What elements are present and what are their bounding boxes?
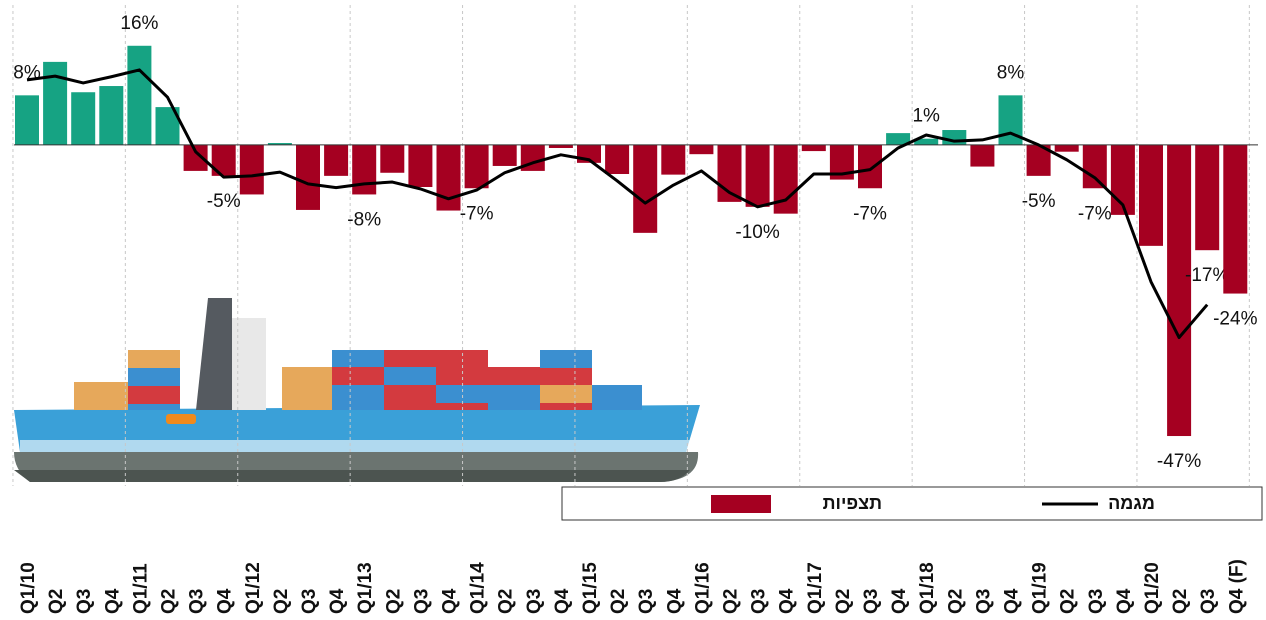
x-tick-label: Q4 xyxy=(440,588,461,614)
x-tick-label: Q3 xyxy=(636,589,657,614)
x-tick-label: Q4 xyxy=(889,588,910,614)
x-tick-label: Q1/16 xyxy=(692,562,713,614)
x-tick-label: Q1/18 xyxy=(917,562,938,614)
legend-label: מגמה xyxy=(1108,493,1155,513)
x-tick-label: Q2 xyxy=(608,589,629,614)
bar xyxy=(43,61,68,145)
legend-label: תצפיות xyxy=(823,493,882,513)
x-tick-label: Q3 xyxy=(187,589,208,614)
x-tick-label: Q2 xyxy=(383,589,404,614)
data-label: -47% xyxy=(1157,451,1201,472)
data-label: -24% xyxy=(1213,309,1257,330)
bar xyxy=(1082,144,1107,189)
bar xyxy=(99,86,124,145)
bar xyxy=(380,144,405,173)
x-tick-label: Q1/19 xyxy=(1030,562,1051,614)
x-tick-label: Q3 xyxy=(524,589,545,614)
data-label: -5% xyxy=(1022,191,1056,212)
bar xyxy=(1054,144,1079,152)
data-label: -7% xyxy=(460,203,494,224)
bar xyxy=(352,144,377,195)
bar xyxy=(436,144,461,211)
data-label: -5% xyxy=(207,191,241,212)
x-tick-label: Q3 xyxy=(749,589,770,614)
bar xyxy=(408,144,433,188)
bar xyxy=(267,143,292,145)
x-tick-label: Q4 xyxy=(1002,588,1023,614)
data-label: -8% xyxy=(347,209,381,230)
x-tick-label: Q2 xyxy=(721,589,742,614)
bar xyxy=(858,144,882,189)
data-label: -7% xyxy=(853,203,887,224)
x-tick-label: Q4 (F) xyxy=(1226,559,1247,614)
bar xyxy=(1139,144,1163,246)
x-tick-label: Q3 xyxy=(973,589,994,614)
x-tick-label: Q1/17 xyxy=(805,562,826,614)
legend-swatch xyxy=(711,495,771,513)
bar xyxy=(886,133,911,145)
legend-box xyxy=(561,486,1263,521)
data-label: -7% xyxy=(1078,203,1112,224)
bar xyxy=(15,95,39,145)
x-tick-label: Q3 xyxy=(1086,589,1107,614)
data-label: 1% xyxy=(912,106,940,127)
x-tick-label: Q1/15 xyxy=(580,562,601,614)
bar xyxy=(1167,144,1192,437)
legend: מגמה תצפיות xyxy=(561,486,1263,521)
x-tick-label: Q3 xyxy=(861,589,882,614)
x-tick-label: Q4 xyxy=(777,588,798,614)
x-tick-label: Q4 xyxy=(664,588,685,614)
x-tick-label: Q2 xyxy=(46,589,67,614)
bar xyxy=(633,144,658,233)
bar xyxy=(127,45,152,145)
bar xyxy=(605,144,630,175)
x-tick-label: Q4 xyxy=(552,588,573,614)
x-tick-label: Q1/14 xyxy=(468,562,489,614)
x-tick-label: Q4 xyxy=(327,588,348,614)
x-tick-label: Q2 xyxy=(1170,589,1191,614)
data-label: 16% xyxy=(120,13,158,34)
bar xyxy=(970,144,995,167)
x-tick-label: Q1/13 xyxy=(355,562,376,614)
data-label: -10% xyxy=(735,222,779,243)
bar xyxy=(914,138,939,145)
x-tick-label: Q2 xyxy=(496,589,517,614)
bar xyxy=(548,144,573,148)
x-tick-label: Q1/20 xyxy=(1142,562,1163,614)
x-tick-label: Q2 xyxy=(833,589,854,614)
x-tick-label: Q3 xyxy=(411,589,432,614)
data-label: -17% xyxy=(1185,265,1229,286)
x-tick-label: Q2 xyxy=(159,589,180,614)
trend-line xyxy=(26,68,1209,340)
bar xyxy=(1195,144,1220,251)
x-tick-label: Q2 xyxy=(1058,589,1079,614)
x-tick-label: Q4 xyxy=(215,588,236,614)
x-tick-label: Q2 xyxy=(271,589,292,614)
bar xyxy=(71,92,96,145)
x-tick-label: Q4 xyxy=(102,588,123,614)
x-tick-label: Q4 xyxy=(1114,588,1135,614)
bar xyxy=(745,144,770,207)
bar xyxy=(1223,144,1248,294)
bar xyxy=(239,144,264,195)
bar xyxy=(324,144,349,176)
bar xyxy=(689,144,714,155)
bar xyxy=(296,144,320,210)
bar xyxy=(464,144,489,189)
bar xyxy=(801,144,826,152)
x-tick-label: Q3 xyxy=(74,589,95,614)
x-tick-label: Q1/10 xyxy=(18,562,39,614)
x-tick-label: Q2 xyxy=(945,589,966,614)
x-tick-label: Q1/12 xyxy=(243,562,264,614)
data-label: 8% xyxy=(997,62,1025,83)
x-tick-label: Q1/11 xyxy=(130,563,151,614)
x-tick-label: Q3 xyxy=(1198,589,1219,614)
bar xyxy=(661,144,686,175)
x-tick-label: Q3 xyxy=(299,589,320,614)
bar xyxy=(492,144,517,166)
ship-illustration xyxy=(14,298,700,482)
